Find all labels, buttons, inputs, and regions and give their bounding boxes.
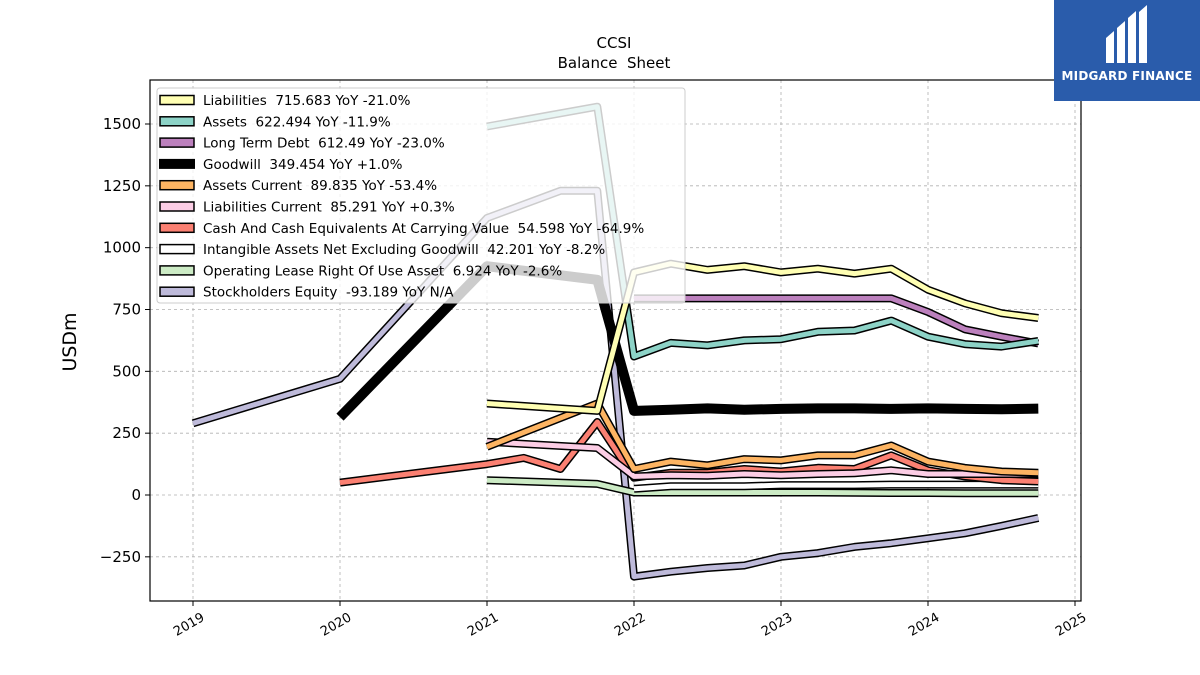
x-tick-label: 2022 [612, 610, 648, 640]
legend-swatch [159, 116, 195, 127]
y-tick-label: 500 [112, 362, 141, 380]
series-2 [634, 294, 1040, 348]
series-line [486, 401, 1039, 476]
legend-label: Operating Lease Right Of Use Asset 6.924… [203, 263, 562, 279]
y-axis-label: USDm [59, 312, 81, 371]
legend-label: Cash And Cash Equivalents At Carrying Va… [203, 221, 644, 237]
legend-label: Long Term Debt 612.49 YoY -23.0% [203, 136, 445, 152]
series-4 [485, 399, 1039, 477]
legend-swatch [159, 94, 195, 106]
legend-box [156, 87, 686, 304]
series-1 [486, 102, 1039, 361]
series-line [486, 439, 1039, 479]
y-tick-label: 1250 [103, 177, 141, 195]
legend-swatch [159, 201, 195, 212]
legend-label: Assets 622.494 YoY -11.9% [203, 114, 391, 130]
y-tick-label: 750 [112, 301, 141, 319]
x-tick-label: 2021 [465, 610, 501, 640]
series-line [634, 295, 1039, 346]
series-line [486, 104, 1039, 359]
legend-swatch [159, 222, 195, 234]
y-tick-label: 1500 [103, 115, 141, 133]
brand-logo: MIDGARD FINANCE [1054, 0, 1200, 101]
x-tick-label: 2024 [906, 610, 942, 640]
legend-swatch [159, 179, 195, 191]
y-tick-label: 0 [131, 486, 141, 504]
series-8 [486, 476, 1039, 498]
series-layer [191, 102, 1040, 581]
brand-name: MIDGARD FINANCE [1061, 69, 1193, 83]
plot-frame [149, 79, 1082, 602]
logo-mark-icon [1106, 5, 1147, 63]
legend-label: Intangible Assets Net Excluding Goodwill… [203, 242, 605, 258]
legend-label: Liabilities 715.683 YoY -21.0% [203, 93, 411, 109]
legend: Liabilities 715.683 YoY -21.0% Assets 622… [156, 87, 686, 304]
y-tick-label: 250 [112, 424, 141, 442]
legend-label: Liabilities Current 85.291 YoY +0.3% [203, 200, 455, 216]
legend-label: Stockholders Equity -93.189 YoY N/A [203, 285, 454, 301]
x-tick-label: 2025 [1053, 610, 1089, 640]
x-tick-label: 2020 [318, 610, 354, 640]
y-tick-label: 1000 [103, 239, 141, 257]
series-line [336, 261, 1039, 421]
series-7 [633, 480, 1039, 493]
legend-swatch [159, 286, 195, 297]
legend-swatch [159, 158, 195, 169]
legend-swatch [159, 137, 195, 148]
chart-title: CCSI [597, 34, 632, 52]
x-tick-label: 2023 [759, 610, 795, 640]
series-3 [336, 261, 1039, 421]
y-tick-label: −250 [100, 548, 141, 566]
legend-label: Assets Current 89.835 YoY -53.4% [203, 178, 437, 194]
series-5 [486, 437, 1039, 481]
series-line [633, 482, 1039, 492]
series-line [486, 477, 1039, 496]
chart-subtitle: Balance Sheet [558, 54, 671, 72]
legend-label: Goodwill 349.454 YoY +1.0% [203, 157, 403, 173]
legend-swatch [159, 243, 195, 255]
x-tick-label: 2019 [171, 610, 207, 640]
legend-swatch [159, 265, 195, 276]
